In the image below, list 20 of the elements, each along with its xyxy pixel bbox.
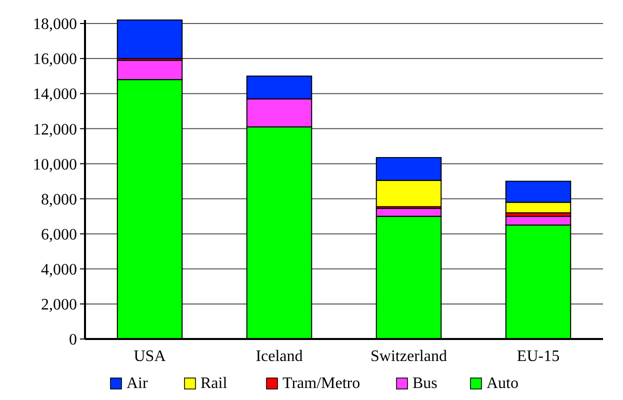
y-tick-label: 2,000 — [41, 296, 77, 314]
y-tick-label: 8,000 — [41, 191, 77, 208]
x-tick-label: Iceland — [256, 348, 303, 365]
bar — [116, 20, 183, 60]
y-tick-label: 0 — [69, 332, 77, 349]
x-tick-label: USA — [134, 348, 166, 365]
legend-label: Tram/Metro — [282, 375, 360, 392]
legend-label: Air — [126, 375, 148, 392]
y-tick-label: 18,000 — [33, 16, 77, 34]
y-tick-label: 10,000 — [33, 156, 77, 174]
y-tick-label: 14,000 — [33, 86, 77, 104]
y-tick-label: 12,000 — [33, 121, 77, 138]
y-tick-label: 6,000 — [41, 226, 77, 244]
y-tick-label: 4,000 — [41, 261, 77, 278]
legend-label: Bus — [412, 375, 438, 392]
legend-label: Rail — [200, 375, 228, 392]
y-tick-label: 16,000 — [33, 51, 77, 68]
legend-label: Auto — [486, 375, 518, 392]
x-tick-label: Switzerland — [370, 348, 447, 365]
x-tick-label: EU-15 — [516, 348, 560, 365]
